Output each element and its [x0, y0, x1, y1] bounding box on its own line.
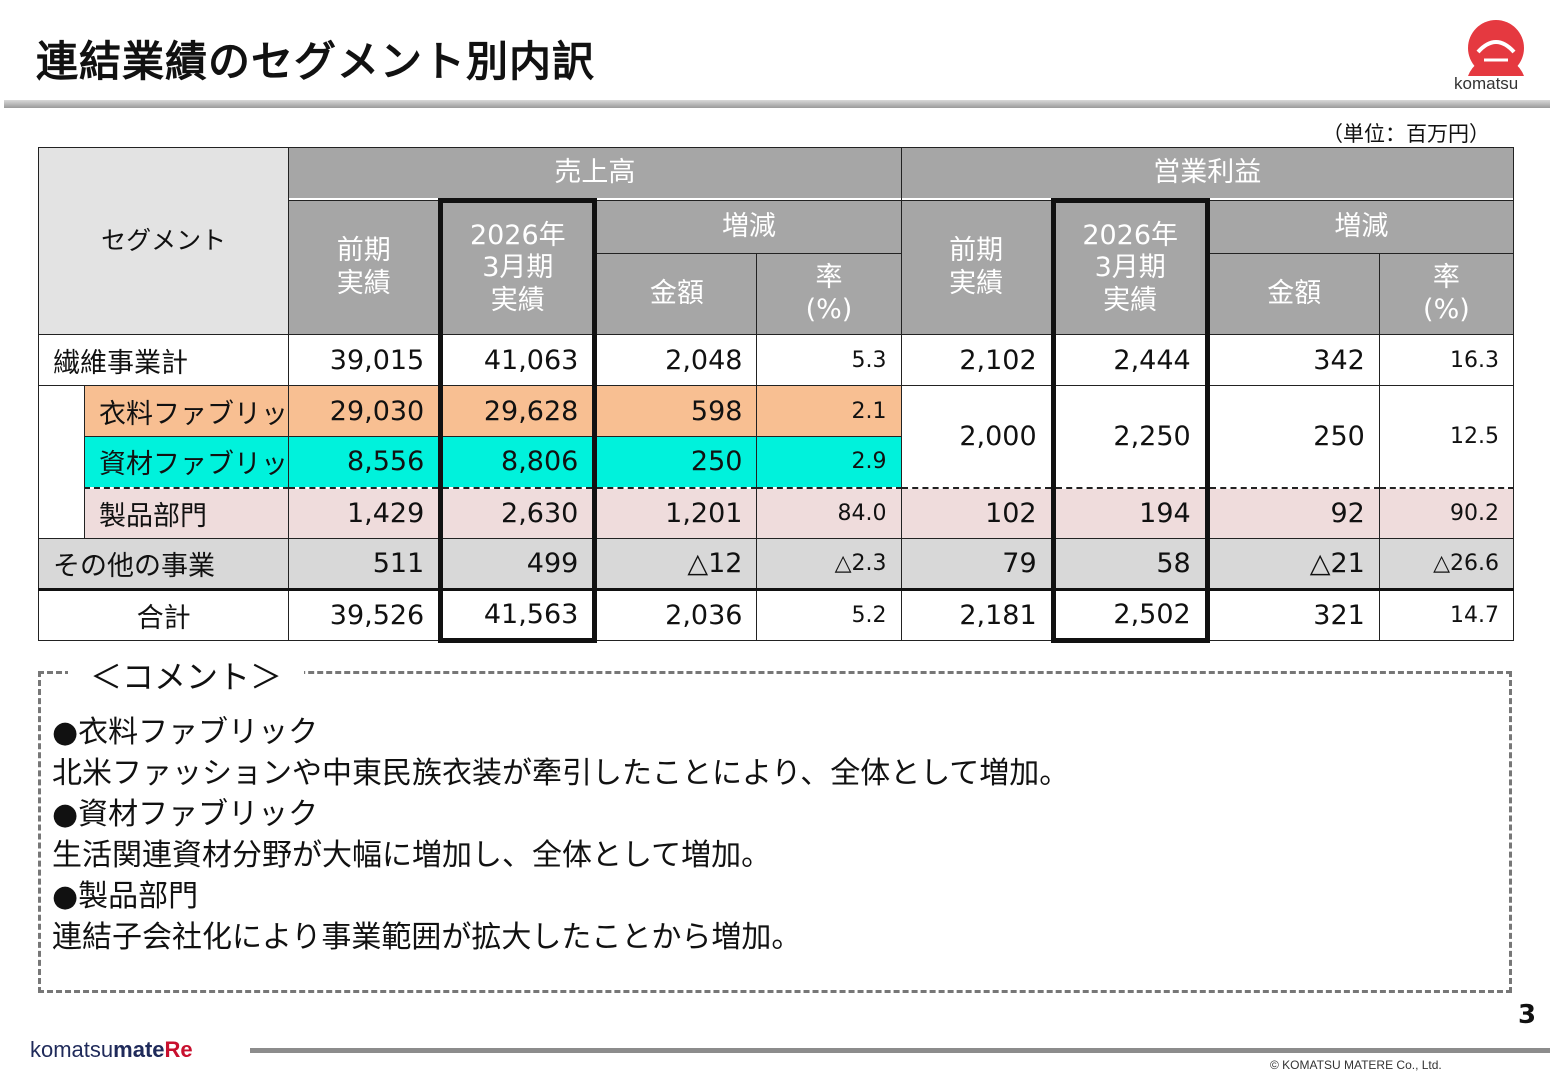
- footer-logo-part2: mate: [113, 1037, 165, 1062]
- table-cell: 2,000: [900, 385, 1054, 488]
- table-cell: 58: [1050, 538, 1210, 590]
- table-cell: 90.2: [1378, 486, 1515, 539]
- table-cell: 2,036: [594, 588, 758, 641]
- row-label: 合計: [37, 588, 290, 641]
- table-cell: 14.7: [1378, 588, 1515, 641]
- table-cell: 2.9: [756, 436, 902, 488]
- table-row-products: 製品部門 1,429 2,630 1,201 84.0 102 194 92 9…: [39, 486, 1515, 539]
- table-row-textile-total: 繊維事業計 39,015 41,063 2,048 5.3 2,102 2,44…: [37, 334, 1515, 386]
- komatsu-logo-text: komatsu: [1454, 74, 1519, 93]
- table-cell: 5.3: [756, 334, 902, 386]
- row-label: 衣料ファブリック: [84, 385, 290, 437]
- table-cell: 39,015: [288, 334, 442, 386]
- comment-text-material: 生活関連資材分野が大幅に増加し、全体として増加。: [52, 838, 772, 873]
- table-cell: 102: [900, 486, 1054, 539]
- sales-current-header: 2026年 3月期 実績: [438, 198, 598, 335]
- comment-heading-products: ●製品部門: [52, 879, 199, 914]
- sales-amount-header: 金額: [594, 253, 758, 335]
- table-cell: 39,526: [288, 588, 442, 641]
- table-cell: 2,502: [1050, 588, 1210, 643]
- table-cell: 5.2: [756, 588, 902, 641]
- sales-rate-header: 率 (%): [756, 253, 902, 335]
- op-profit-group-header: 営業利益: [900, 147, 1515, 201]
- row-label: 資材ファブリック: [84, 436, 290, 488]
- table-cell: 8,806: [438, 436, 598, 488]
- table-cell: 8,556: [288, 436, 442, 488]
- indent-cell: [37, 385, 86, 539]
- footer-logo: komatsumateRe: [30, 1037, 193, 1063]
- footer-logo-part1: komatsu: [30, 1037, 114, 1062]
- table-cell: 2,250: [1050, 385, 1210, 488]
- page-title: 連結業績のセグメント別内訳: [36, 37, 596, 86]
- table-cell: △21: [1206, 538, 1380, 590]
- table-cell: 511: [288, 538, 442, 590]
- op-prev-header: 前期 実績: [900, 200, 1054, 335]
- unit-label: （単位：百万円）: [1322, 122, 1490, 146]
- table-cell: 1,429: [288, 486, 442, 539]
- comment-heading-material: ●資材ファブリック: [52, 797, 319, 832]
- sales-prev-header: 前期 実績: [288, 200, 442, 335]
- table-cell: 79: [900, 538, 1054, 590]
- table-cell: 2,630: [438, 486, 598, 539]
- table-cell: △2.3: [756, 538, 902, 590]
- segment-table: セグメント 売上高 営業利益 前期 実績 2026年 3月期 実績 増減 前期 …: [37, 147, 1515, 643]
- table-row-other-business: その他の事業 511 499 △12 △2.3 79 58 △21 △26.6: [37, 538, 1515, 590]
- table-cell: 2,102: [900, 334, 1054, 386]
- segment-header: セグメント: [37, 147, 290, 335]
- table-cell: 29,628: [438, 385, 598, 437]
- title-divider: [4, 100, 1550, 108]
- table-cell: 321: [1206, 588, 1380, 641]
- komatsu-logo-mark-icon: [1468, 20, 1524, 76]
- comment-body: ●衣料ファブリック 北米ファッションや中東民族衣装が牽引したことにより、全体とし…: [52, 712, 1069, 958]
- table-row-total: 合計 39,526 41,563 2,036 5.2 2,181 2,502 3…: [37, 588, 1515, 643]
- op-rate-header: 率 (%): [1378, 253, 1515, 335]
- comment-text-apparel: 北米ファッションや中東民族衣装が牽引したことにより、全体として増加。: [52, 756, 1070, 791]
- table-cell: 250: [1206, 385, 1380, 488]
- table-cell: 250: [594, 436, 758, 488]
- comment-title: ＜コメント＞: [68, 652, 305, 698]
- table-cell: 2,181: [900, 588, 1054, 641]
- comment-text-products: 連結子会社化により事業範囲が拡大したことから増加。: [52, 920, 802, 955]
- copyright: © KOMATSU MATERE Co., Ltd.: [1270, 1058, 1442, 1072]
- comment-box: [38, 671, 1512, 993]
- page-number: 3: [1518, 1000, 1537, 1030]
- table-cell: 29,030: [288, 385, 442, 437]
- table-cell: 12.5: [1378, 385, 1515, 488]
- row-label: 製品部門: [84, 486, 290, 539]
- sales-group-header: 売上高: [288, 147, 902, 201]
- comment-heading-apparel: ●衣料ファブリック: [52, 715, 319, 750]
- table-cell: 598: [594, 385, 758, 437]
- table-cell: 84.0: [756, 486, 902, 539]
- sales-change-header: 増減: [594, 200, 902, 254]
- table-row-material-fabric: 資材ファブリック 8,556 8,806 250 2.9: [39, 436, 1514, 488]
- op-amount-header: 金額: [1206, 253, 1380, 335]
- table-cell: 41,563: [438, 588, 598, 643]
- op-current-header: 2026年 3月期 実績: [1050, 198, 1210, 335]
- table-cell: 2.1: [756, 385, 902, 437]
- table-cell: 16.3: [1378, 334, 1515, 386]
- table-cell: 2,048: [594, 334, 758, 386]
- row-label: 繊維事業計: [37, 334, 290, 386]
- table-cell: 41,063: [438, 334, 598, 386]
- table-cell: △12: [594, 538, 758, 590]
- table-row-apparel-fabric: 衣料ファブリック 29,030 29,628 598 2.1 2,000 2,2…: [37, 385, 1515, 539]
- op-change-header: 増減: [1206, 200, 1515, 254]
- table-cell: 2,444: [1050, 334, 1210, 386]
- table-cell: 92: [1206, 486, 1380, 539]
- table-cell: 342: [1206, 334, 1380, 386]
- row-label: その他の事業: [37, 538, 290, 590]
- table-cell: 499: [438, 538, 598, 590]
- table-cell: 194: [1050, 486, 1210, 539]
- table-cell: △26.6: [1378, 538, 1515, 590]
- table-cell: 1,201: [594, 486, 758, 539]
- footer-divider: [250, 1048, 1550, 1053]
- komatsu-logo: komatsu: [1448, 18, 1543, 98]
- footer-logo-part3: Re: [164, 1037, 193, 1062]
